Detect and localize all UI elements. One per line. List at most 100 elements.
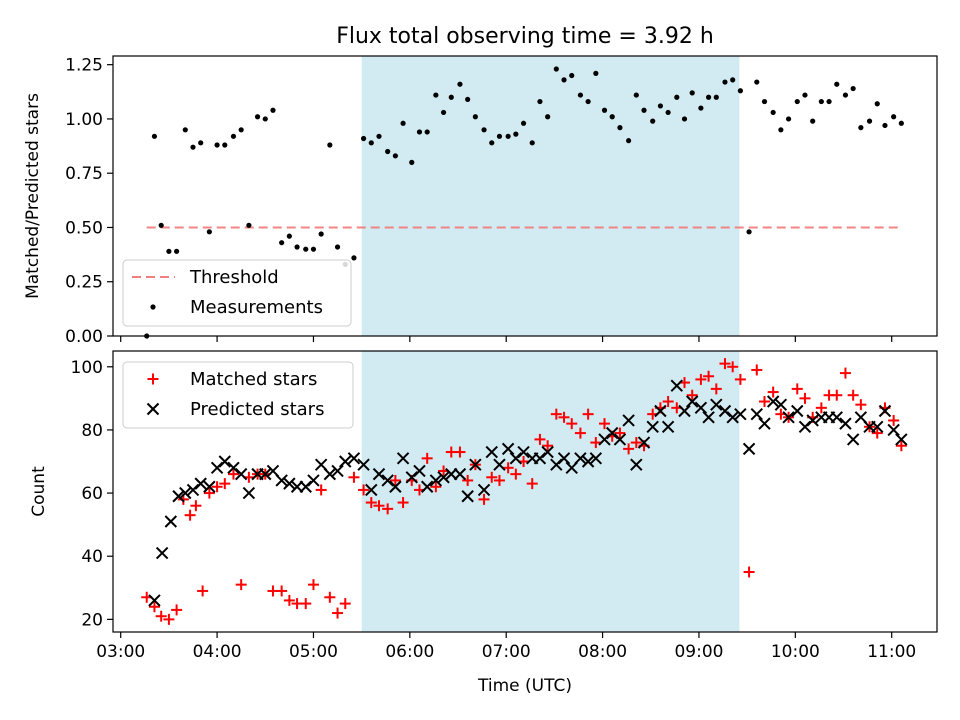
predicted-star-point	[234, 467, 248, 481]
predicted-star-point	[758, 417, 771, 430]
measurement-point	[689, 90, 695, 96]
measurement-point	[214, 142, 220, 148]
measurement-point	[318, 231, 324, 237]
matched-star-point	[662, 396, 674, 408]
matched-star-point	[855, 399, 867, 411]
matched-star-point	[219, 478, 231, 490]
predicted-star-point	[734, 407, 747, 421]
y-tick-label: 40	[81, 547, 103, 567]
y-tick-label: 60	[81, 484, 103, 504]
measurement-point	[166, 248, 172, 254]
measurement-point	[327, 142, 333, 148]
predicted-star-point	[453, 467, 467, 481]
matched-star-point	[630, 437, 642, 449]
y-tick-label: 0.50	[65, 218, 103, 238]
matched-star-point	[566, 418, 578, 430]
predicted-star-point	[437, 471, 450, 484]
predicted-star-point	[365, 483, 378, 497]
predicted-star-point	[750, 407, 763, 421]
matched-star-point	[493, 474, 505, 486]
x-tick-label: 06:00	[385, 642, 434, 662]
matched-star-point	[582, 408, 594, 420]
predicted-star-point	[155, 546, 169, 560]
matched-star-point	[558, 411, 570, 423]
predicted-star-point	[469, 458, 482, 471]
predicted-star-point	[622, 414, 635, 427]
predicted-star-point	[654, 404, 667, 418]
matched-star-point	[300, 598, 312, 610]
predicted-star-point	[846, 433, 860, 446]
measurement-point	[230, 133, 237, 139]
predicted-star-point	[429, 474, 443, 487]
measurement-point	[190, 144, 196, 150]
predicted-star-point	[179, 486, 192, 500]
matched-star-point	[791, 383, 803, 395]
predicted-star-point	[557, 452, 571, 465]
predicted-star-point	[194, 477, 207, 490]
predicted-star-point	[774, 398, 788, 411]
ratio-panel: 0.00 0.25 0.50 0.75 1.00 1.25 Matched/Predict…	[23, 55, 938, 347]
predicted-star-point	[259, 467, 272, 481]
measurement-point	[246, 222, 252, 228]
measurement-point	[850, 85, 856, 92]
y-tick-label: 0.75	[65, 164, 103, 184]
matched-star-point	[727, 361, 739, 373]
measurement-point	[818, 98, 824, 105]
measurement-point	[457, 81, 463, 87]
legend-threshold-label: Threshold	[189, 267, 279, 288]
predicted-star-point	[461, 490, 474, 503]
predicted-star-point	[630, 458, 643, 471]
measurement-point	[626, 138, 632, 144]
predicted-star-point	[686, 395, 699, 408]
matched-star-point	[710, 383, 722, 395]
measurement-point	[310, 246, 317, 252]
measurement-point	[810, 118, 816, 124]
y-tick-label: 80	[81, 421, 103, 441]
measurement-point	[705, 94, 712, 100]
matched-star-point	[510, 468, 522, 480]
matched-star-point	[397, 497, 409, 509]
matched-star-point	[686, 389, 698, 401]
predicted-star-point	[742, 442, 756, 456]
measurement-point	[182, 127, 188, 133]
predicted-star-point	[275, 474, 288, 487]
measurement-points	[144, 66, 904, 339]
matched-star-point	[550, 408, 562, 420]
measurement-point	[198, 140, 204, 146]
measurement-point	[609, 114, 615, 120]
matched-star-point	[373, 500, 385, 512]
measurement-point	[481, 127, 487, 133]
measurement-point	[681, 116, 688, 122]
x-axis-label: Time (UTC)	[477, 676, 572, 696]
measurement-point	[392, 153, 398, 159]
y-tick-label: 1.25	[65, 56, 103, 76]
count-panel: 20 40 60 80 100 03:00 04:00 05:00 06:00 07:00 08:…	[29, 350, 938, 662]
measurement-point	[222, 142, 228, 148]
measurement-point	[465, 96, 471, 103]
matched-star-point	[734, 373, 746, 385]
matched-star-point	[743, 566, 755, 578]
matched-star-point	[348, 471, 360, 483]
measurement-point	[641, 107, 647, 113]
measurement-point	[416, 129, 423, 135]
measurement-point	[368, 140, 374, 146]
predicted-star-point	[242, 486, 256, 500]
measurement-point	[472, 114, 478, 120]
y-tick-label: 0.00	[65, 327, 103, 347]
matched-star-point	[590, 437, 602, 449]
legend-matched-label: Matched stars	[190, 369, 317, 390]
matched-star-point	[751, 364, 763, 376]
matched-star-point	[758, 396, 770, 408]
matched-star-point	[365, 497, 377, 509]
legend-predicted-swatch	[146, 402, 160, 416]
x-tick-label: 04:00	[193, 642, 242, 662]
chart-title: Flux total observing time = 3.92 h	[336, 24, 714, 49]
matched-stars-points	[141, 358, 907, 625]
predicted-star-point	[164, 515, 178, 528]
predicted-star-point	[726, 411, 739, 424]
measurement-point	[286, 233, 292, 239]
matched-star-point	[307, 579, 319, 591]
ratio-panel-frame	[112, 55, 938, 337]
measurement-point	[553, 66, 559, 72]
